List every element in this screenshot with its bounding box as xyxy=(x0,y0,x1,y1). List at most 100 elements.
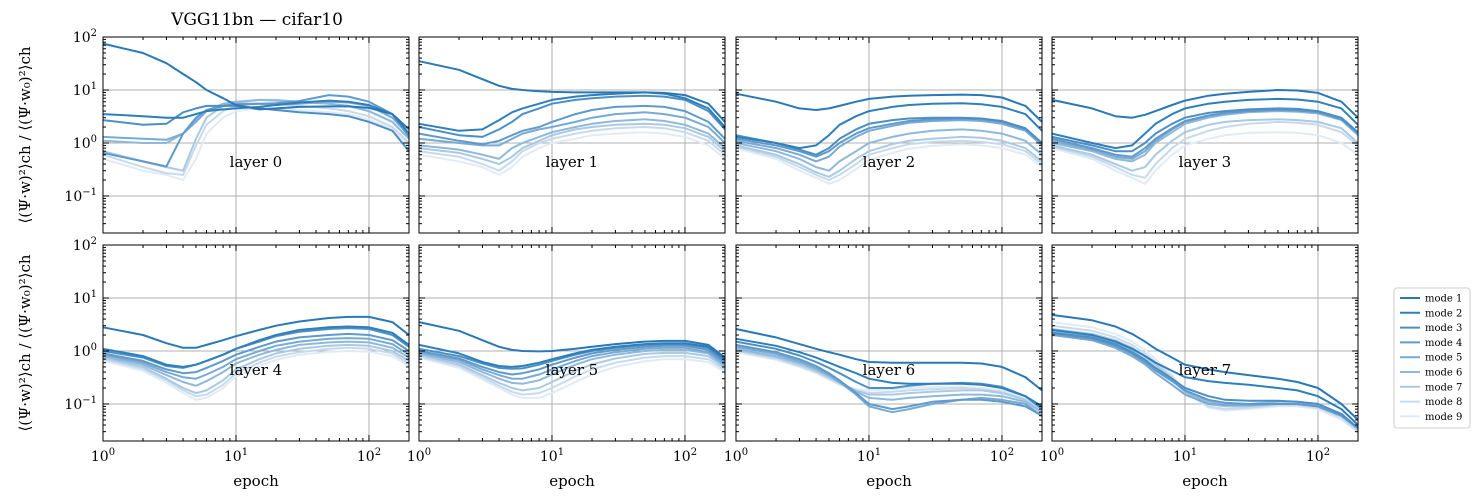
panel-label: layer 5 xyxy=(546,361,599,379)
series-line-mode-8 xyxy=(102,346,410,398)
legend-item: mode 8 xyxy=(1400,397,1462,408)
series-line-mode-8 xyxy=(418,355,726,396)
x-axis-label: epoch xyxy=(549,472,595,490)
x-tick-label: 100 xyxy=(724,447,748,465)
series-line-mode-9 xyxy=(102,350,410,401)
legend-label: mode 5 xyxy=(1425,353,1462,364)
series-line-mode-3 xyxy=(102,104,410,152)
legend-item: mode 9 xyxy=(1400,412,1462,423)
y-tick-label: 102 xyxy=(73,28,97,46)
legend-item: mode 4 xyxy=(1400,338,1462,349)
axes-frame xyxy=(418,36,726,234)
legend-frame xyxy=(1393,287,1471,429)
series-line-mode-1 xyxy=(735,328,1043,392)
panel-label: layer 3 xyxy=(1179,153,1232,171)
legend-label: mode 1 xyxy=(1425,294,1462,305)
axes-frame xyxy=(735,36,1043,234)
legend-label: mode 2 xyxy=(1425,308,1462,319)
series-lines xyxy=(102,42,410,181)
series-line-mode-4 xyxy=(102,94,410,168)
series-lines xyxy=(735,92,1043,185)
panel-label: layer 7 xyxy=(1179,361,1232,379)
panel-label: layer 1 xyxy=(546,153,599,171)
series-line-mode-6 xyxy=(418,348,726,385)
series-line-mode-4 xyxy=(102,332,410,375)
legend-label: mode 4 xyxy=(1425,338,1462,349)
x-tick-label: 100 xyxy=(91,447,115,465)
series-line-mode-2 xyxy=(418,342,726,368)
series-lines xyxy=(418,321,726,399)
panel-layer-7: layer 7 100 101 102 epoch xyxy=(1040,244,1359,490)
series-line-mode-4 xyxy=(1051,332,1359,429)
series-line-mode-8 xyxy=(418,126,726,172)
series-line-mode-2 xyxy=(735,337,1043,408)
x-axis-label: epoch xyxy=(1182,472,1228,490)
axes-frame xyxy=(102,244,410,442)
series-line-mode-2 xyxy=(1051,328,1359,426)
axes-frame xyxy=(418,244,726,442)
panel-layer-0: layer 0 102 101 100 10−1 ⟨(Ψ·w)²⟩ch / ⟨(Ψ·w₀)… xyxy=(16,28,410,234)
y-tick-label: 101 xyxy=(73,81,97,99)
y-axis-label: ⟨(Ψ·w)²⟩ch / ⟨(Ψ·w₀)²⟩ch xyxy=(16,46,34,223)
y-tick-label: 102 xyxy=(73,236,97,254)
legend-label: mode 3 xyxy=(1425,323,1462,334)
series-line-mode-2 xyxy=(735,102,1043,150)
panel-layer-1: layer 1 xyxy=(418,36,726,234)
series-line-mode-2 xyxy=(102,325,410,368)
x-tick-label: 101 xyxy=(857,447,881,465)
series-lines xyxy=(735,328,1043,417)
tick-marks xyxy=(102,36,410,234)
series-line-mode-6 xyxy=(102,340,410,387)
panel-layer-3: layer 3 xyxy=(1051,36,1359,234)
series-line-mode-9 xyxy=(418,131,726,176)
series-line-mode-6 xyxy=(735,128,1043,172)
y-tick-label: 101 xyxy=(73,289,97,307)
legend-item: mode 3 xyxy=(1400,323,1462,334)
series-line-mode-4 xyxy=(418,104,726,146)
x-tick-label: 102 xyxy=(673,447,697,465)
series-line-mode-9 xyxy=(418,356,726,399)
figure-title: VGG11bn — cifar10 xyxy=(170,10,343,30)
panel-label: layer 2 xyxy=(863,153,916,171)
legend-item: mode 7 xyxy=(1400,382,1462,393)
panel-layer-6: layer 6 100 101 102 epoch xyxy=(724,244,1043,490)
x-tick-label: 100 xyxy=(407,447,431,465)
series-lines xyxy=(1051,313,1359,433)
series-line-mode-5 xyxy=(735,345,1043,417)
series-line-mode-7 xyxy=(1051,328,1359,431)
legend-label: mode 6 xyxy=(1425,368,1462,379)
legend-label: mode 9 xyxy=(1425,412,1462,423)
axes-frame xyxy=(102,36,410,234)
series-line-mode-9 xyxy=(102,107,410,181)
series-line-mode-1 xyxy=(102,315,410,349)
series-lines xyxy=(418,60,726,176)
panel-label: layer 6 xyxy=(863,361,916,379)
series-line-mode-1 xyxy=(735,92,1043,123)
axes-frame xyxy=(735,244,1043,442)
legend-item: mode 5 xyxy=(1400,353,1462,364)
series-line-mode-7 xyxy=(102,343,410,395)
series-line-mode-7 xyxy=(735,348,1043,414)
panel-layer-2: layer 2 xyxy=(735,36,1043,234)
x-axis-label: epoch xyxy=(866,472,912,490)
series-line-mode-1 xyxy=(102,42,410,131)
series-line-mode-3 xyxy=(1051,331,1359,429)
series-line-mode-6 xyxy=(735,347,1043,414)
series-line-mode-1 xyxy=(418,321,726,359)
series-line-mode-4 xyxy=(418,344,726,376)
tick-marks xyxy=(102,244,410,442)
series-line-mode-1 xyxy=(1051,89,1359,119)
series-line-mode-5 xyxy=(418,111,726,147)
series-line-mode-3 xyxy=(1051,107,1359,153)
legend-item: mode 1 xyxy=(1400,294,1462,305)
series-line-mode-5 xyxy=(1051,334,1359,429)
x-tick-label: 101 xyxy=(1173,447,1197,465)
x-axis-label: epoch xyxy=(233,472,279,490)
series-line-mode-4 xyxy=(735,343,1043,417)
tick-marks xyxy=(735,244,1043,442)
series-line-mode-7 xyxy=(418,351,726,392)
series-line-mode-3 xyxy=(735,340,1043,410)
x-tick-label: 102 xyxy=(357,447,381,465)
y-axis-label: ⟨(Ψ·w)²⟩ch / ⟨(Ψ·w₀)²⟩ch xyxy=(16,254,34,431)
